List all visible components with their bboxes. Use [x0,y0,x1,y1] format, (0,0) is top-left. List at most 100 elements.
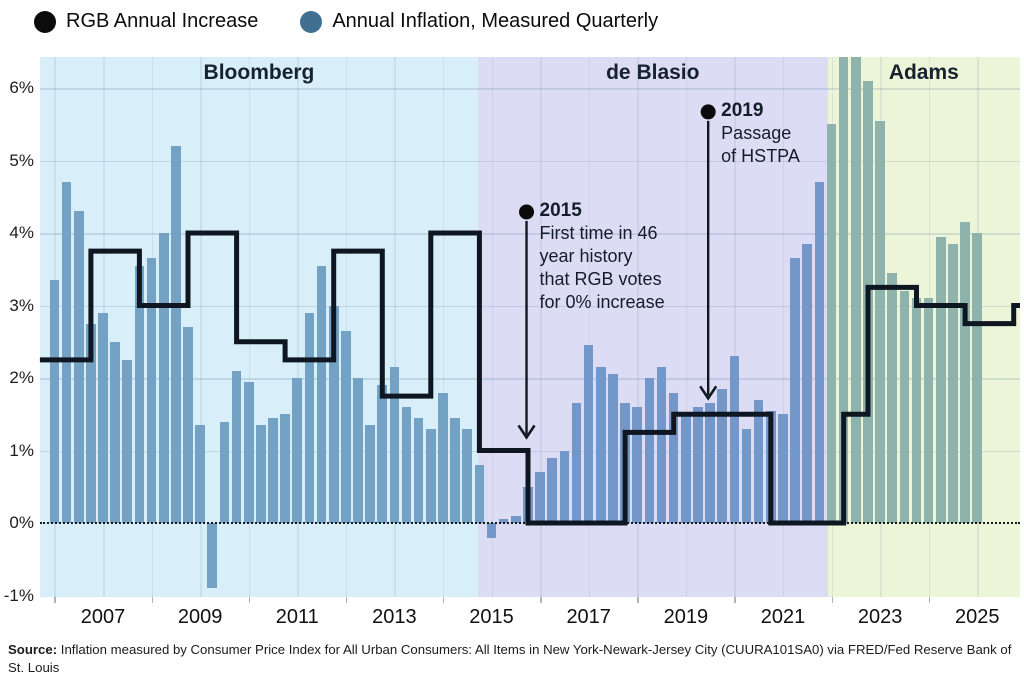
annotation-dot [700,104,716,120]
inflation-bar [875,120,885,523]
y-axis-label: 5% [9,150,34,170]
inflation-bar [790,258,800,523]
annotation-year: 2015 [539,199,582,221]
annotation-dot [519,204,535,220]
annotation-line: for 0% increase [539,291,665,312]
v-gridline [734,57,736,597]
inflation-bar [559,450,570,523]
inflation-bar [426,428,436,523]
inflation-bar [729,356,740,523]
inflation-bar [183,327,193,523]
blue-circle-icon [300,10,323,33]
era-label: Adams [888,61,959,84]
source-line-2: Allowable rent increases via NYC Rent Gu… [75,677,1020,680]
x-axis-label: 2011 [275,606,319,628]
inflation-bar [268,417,278,523]
v-gridline [297,57,299,597]
inflation-bar [86,323,96,523]
v-gridline [491,57,494,597]
inflation-bar [717,388,728,523]
inflation-bar [668,392,679,523]
inflation-bar [899,291,910,523]
inflation-bar [134,265,145,523]
x-axis-label: 2019 [663,606,709,628]
inflation-bar [681,414,691,523]
inflation-bar [923,298,934,523]
annotation-line: year history [539,245,633,266]
inflation-bar [814,182,825,523]
annotation-line: of HSTPA [721,145,800,166]
arrow-head-icon [699,385,718,401]
inflation-bar [122,359,133,523]
annotation-line: that RGB votes [539,268,662,289]
inflation-bar [596,367,606,523]
rgb-step-line-layer [39,104,1020,526]
legend-label-rgb: RGB Annual Increase [66,10,259,32]
x-axis-tick [54,597,56,603]
inflation-bar [948,243,958,523]
x-axis-label: 2007 [80,606,126,628]
inflation-bar [328,305,339,523]
inflation-bar [377,385,388,523]
arrow-head-icon [517,424,536,440]
inflation-bar [110,341,120,523]
y-axis-label: 2% [9,368,34,387]
inflation-bar [474,465,485,523]
black-circle-icon [34,10,56,33]
x-axis-tick [831,597,834,603]
inflation-bar [802,243,813,523]
inflation-bar [826,124,837,523]
v-gridline [782,57,785,597]
v-gridline [442,57,445,597]
inflation-bar [316,265,327,523]
inflation-bar [583,345,594,523]
x-axis-tick [734,597,736,603]
inflation-bar [256,425,266,523]
inflation-bar [219,421,230,523]
y-axis-label: -1% [3,585,34,605]
inflation-bar [753,399,764,523]
inflation-bar [341,330,351,523]
annotation-line: First time in 46 [539,222,658,243]
v-gridline [394,57,396,597]
x-axis-tick [151,597,154,603]
v-gridline [637,57,639,597]
inflation-bar [389,367,400,523]
inflation-bar [438,392,448,523]
v-gridline [248,57,251,597]
inflation-bar [413,417,424,523]
v-gridline [345,57,348,597]
inflation-bar [693,407,703,523]
h-gridline [40,378,1020,380]
legend-label-inflation: Annual Inflation, Measured Quarterly [332,10,659,32]
inflation-bar [207,523,218,589]
inflation-bar [571,403,582,523]
inflation-bar [911,298,922,523]
inflation-bar [243,381,254,523]
v-gridline [540,57,542,597]
x-axis-label: 2013 [372,606,417,628]
annotation-text-2015: 2015 First time in 46 year history that RGB… [540,199,665,314]
inflation-bar [741,428,752,523]
y-axis-label: 0% [9,513,34,532]
inflation-bar [778,414,788,523]
inflation-bar [280,414,290,523]
source-note: Source: Inflation measured by Consumer P… [8,641,1020,680]
y-axis-label: 4% [9,223,34,242]
x-axis-tick [540,597,542,603]
inflation-bar [146,258,157,523]
era-label: de Blasio [606,61,700,84]
inflation-bar [486,523,497,538]
inflation-bar [49,280,60,523]
legend: RGB Annual Increase Annual Inflation, Me… [34,10,658,33]
source-label: Source: [8,642,58,657]
inflation-bar [632,407,643,523]
h-gridline [40,88,1020,90]
v-gridline [200,57,202,597]
y-axis-label: 3% [9,295,34,315]
x-axis-label: 2017 [566,606,611,628]
inflation-bar [365,425,375,523]
source-text-1: Inflation measured by Consumer Price Ind… [8,642,1012,675]
legend-item-inflation: Annual Inflation, Measured Quarterly [300,10,658,33]
